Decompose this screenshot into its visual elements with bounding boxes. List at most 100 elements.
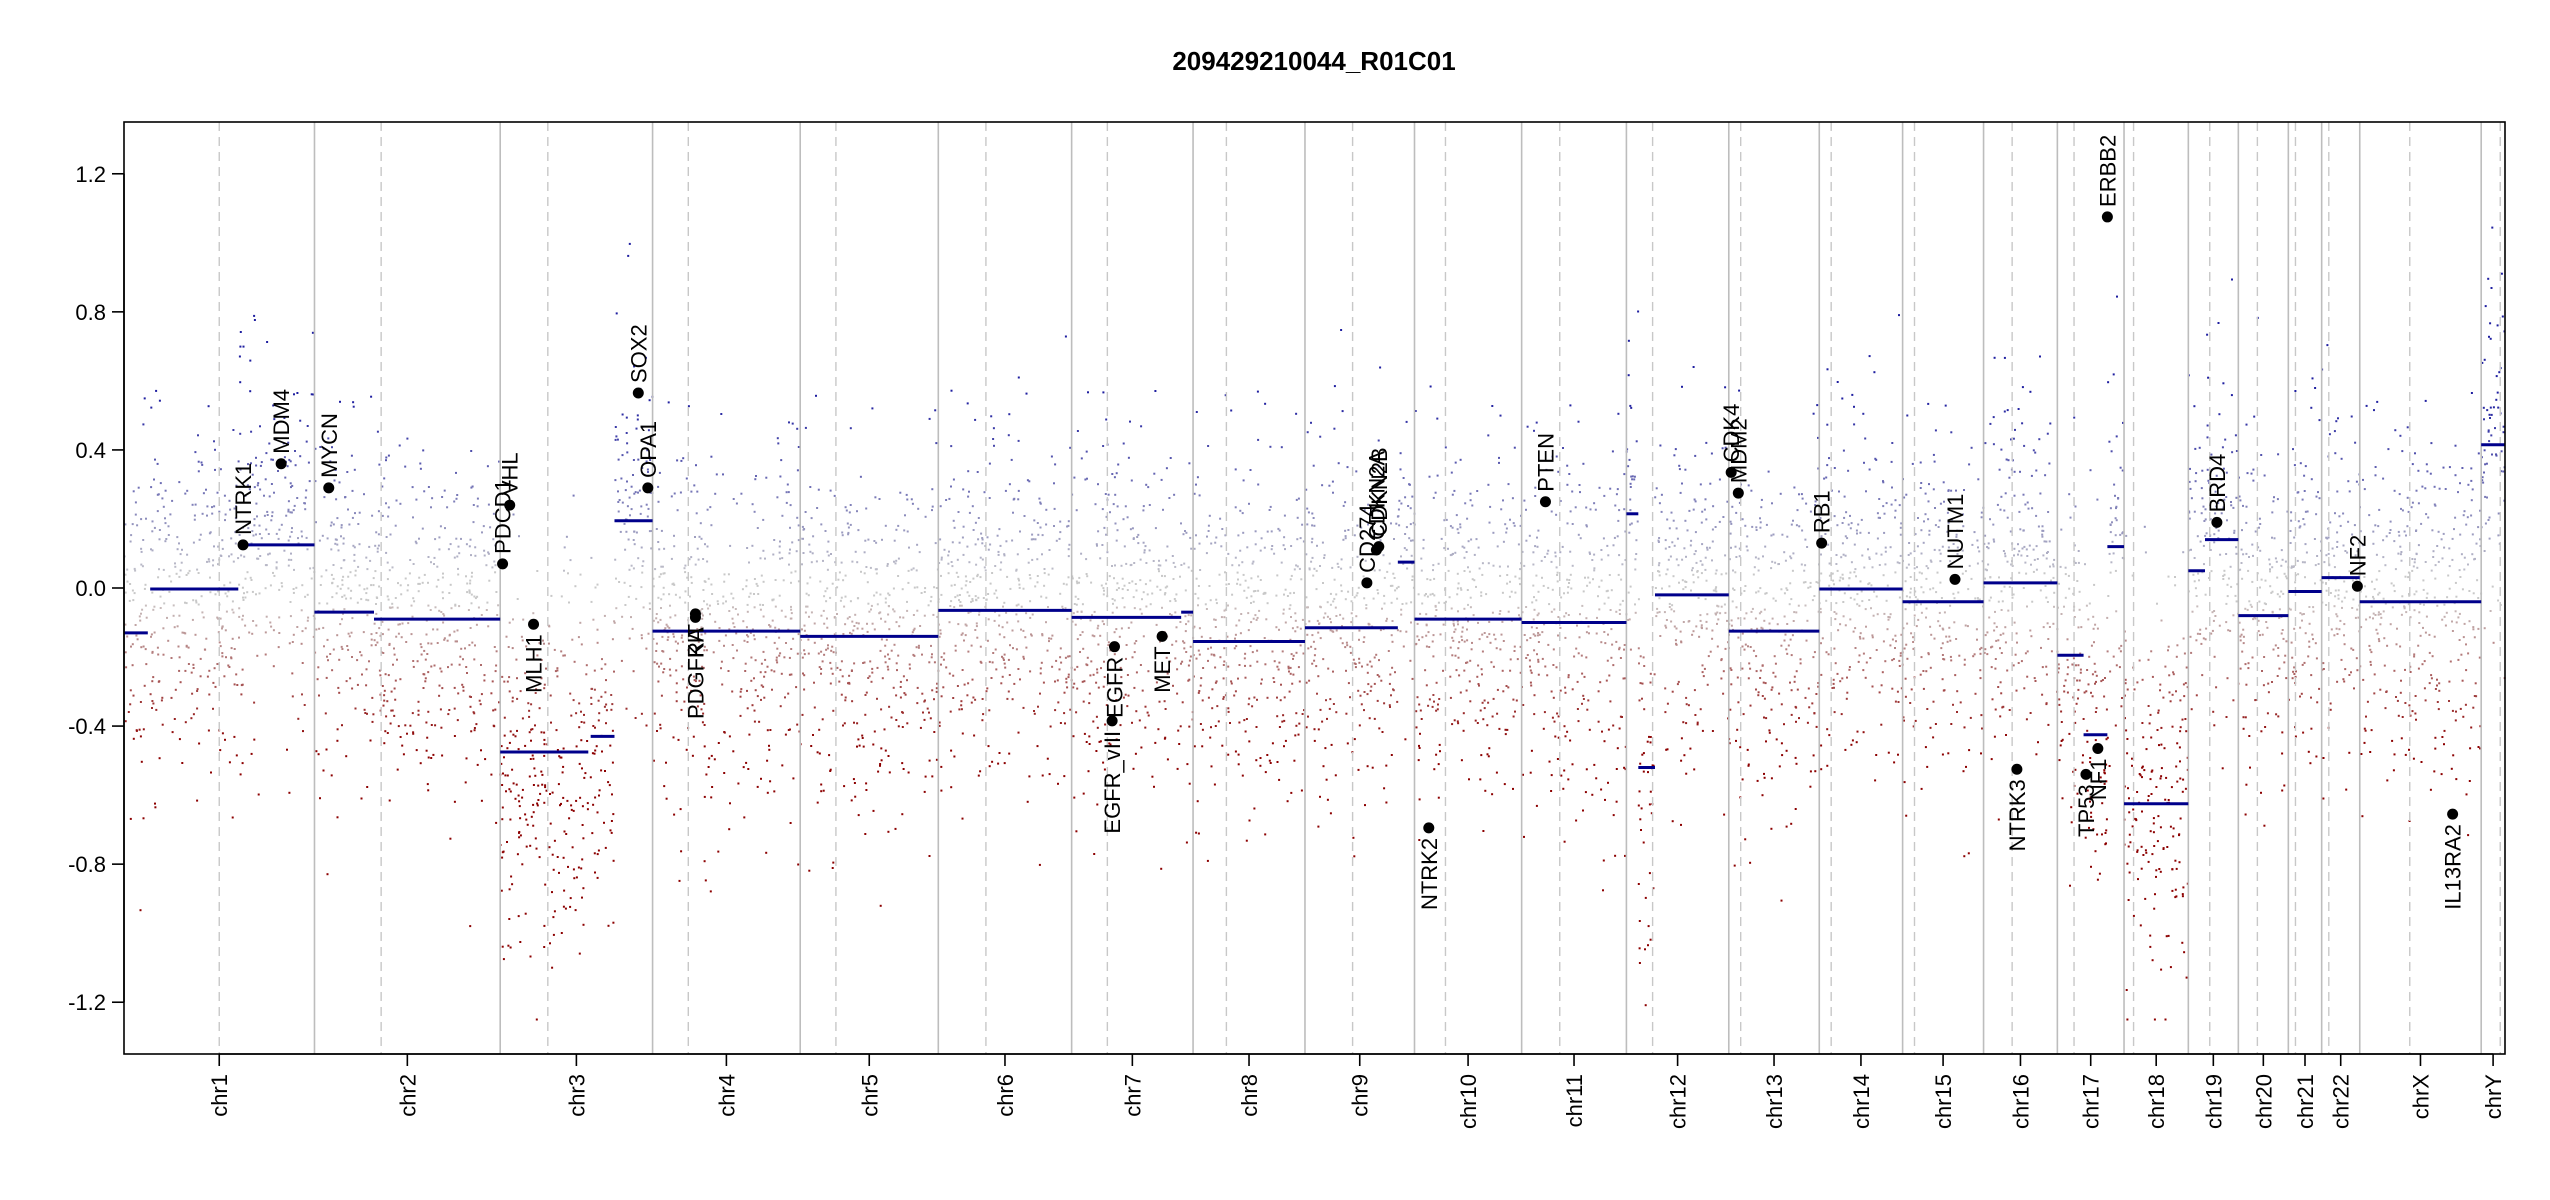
probe-dot (690, 689, 693, 692)
probe-dot (662, 650, 665, 653)
probe-dot (1582, 698, 1585, 700)
probe-dot (1239, 632, 1242, 635)
probe-dot (996, 596, 999, 599)
probe-dot (219, 468, 222, 471)
probe-dot (980, 532, 983, 535)
probe-dot (1804, 564, 1807, 567)
probe-dot (1579, 613, 1581, 616)
probe-dot (308, 480, 311, 483)
probe-dot (1464, 502, 1467, 505)
probe-dot (372, 713, 375, 716)
probe-dot (1451, 654, 1454, 657)
probe-dot (1354, 666, 1357, 669)
probe-dot (1088, 735, 1091, 738)
probe-dot (1015, 568, 1018, 571)
probe-dot (511, 700, 514, 703)
probe-dot (832, 861, 835, 864)
probe-dot (669, 616, 672, 619)
probe-dot (443, 614, 446, 617)
probe-dot (1395, 522, 1398, 525)
probe-dot (1681, 579, 1684, 582)
probe-dot (301, 693, 303, 696)
probe-dot (1339, 637, 1342, 640)
probe-dot (861, 737, 864, 739)
probe-dot (1388, 562, 1391, 565)
probe-dot (1467, 540, 1470, 543)
probe-dot (680, 665, 683, 668)
probe-dot (1414, 410, 1417, 412)
probe-dot (1065, 681, 1068, 684)
probe-dot (150, 635, 152, 638)
probe-dot (1247, 703, 1250, 706)
probe-dot (820, 650, 823, 653)
probe-dot (1029, 670, 1032, 673)
probe-dot (1017, 376, 1020, 379)
probe-dot (346, 471, 349, 473)
probe-dot (1794, 808, 1797, 810)
probe-dot (446, 506, 449, 509)
probe-dot (1153, 785, 1155, 788)
probe-dot (1259, 757, 1262, 759)
probe-dot (134, 501, 137, 504)
probe-dot (228, 666, 231, 668)
probe-dot (537, 799, 540, 801)
probe-dot (309, 567, 312, 570)
probe-dot (765, 851, 768, 854)
probe-dot (1248, 697, 1251, 700)
probe-dot (1057, 701, 1060, 704)
probe-dot (469, 925, 472, 928)
probe-dot (1472, 614, 1475, 617)
probe-dot (940, 656, 943, 659)
probe-dot (1501, 591, 1504, 594)
probe-dot (1643, 665, 1646, 667)
probe-dot (1190, 547, 1193, 550)
probe-dot (1047, 573, 1050, 576)
probe-dot (1760, 506, 1763, 509)
probe-dot (920, 592, 923, 594)
probe-dot (1036, 575, 1039, 577)
probe-dot (886, 563, 889, 565)
probe-dot (570, 714, 573, 717)
probe-dot (238, 607, 241, 610)
probe-dot (1411, 579, 1414, 581)
probe-dot (721, 683, 724, 686)
probe-dot (1428, 698, 1431, 701)
probe-dot (1076, 665, 1079, 668)
probe-dot (1759, 517, 1761, 520)
probe-dot (739, 690, 742, 693)
probe-dot (424, 658, 427, 661)
probe-dot (322, 626, 325, 629)
probe-dot (1174, 565, 1177, 568)
probe-dot (1106, 595, 1109, 598)
probe-dot (1410, 539, 1412, 542)
probe-dot (625, 432, 628, 434)
probe-dot (1129, 420, 1131, 423)
probe-dot (1158, 570, 1160, 573)
probe-dot (895, 719, 898, 721)
probe-dot (1290, 574, 1293, 577)
probe-dot (1741, 667, 1744, 670)
probe-dot (221, 539, 224, 542)
probe-dot (790, 648, 793, 650)
probe-dot (1120, 564, 1123, 567)
probe-dot (197, 434, 199, 437)
probe-dot (1315, 569, 1318, 572)
probe-dot (1665, 748, 1668, 751)
probe-dot (1215, 602, 1218, 605)
probe-dot (556, 749, 559, 751)
probe-dot (696, 490, 699, 493)
probe-dot (1432, 694, 1435, 696)
probe-dot (1227, 665, 1230, 668)
probe-dot (1231, 564, 1234, 567)
probe-dot (1386, 570, 1389, 573)
probe-dot (945, 666, 948, 669)
probe-dot (1411, 539, 1414, 542)
probe-dot (1587, 576, 1590, 579)
probe-dot (1041, 633, 1044, 636)
probe-dot (630, 508, 633, 511)
probe-dot (1704, 498, 1707, 501)
probe-dot (987, 593, 990, 595)
probe-dot (1519, 568, 1522, 571)
probe-dot (1514, 591, 1517, 594)
probe-dot (581, 824, 584, 826)
